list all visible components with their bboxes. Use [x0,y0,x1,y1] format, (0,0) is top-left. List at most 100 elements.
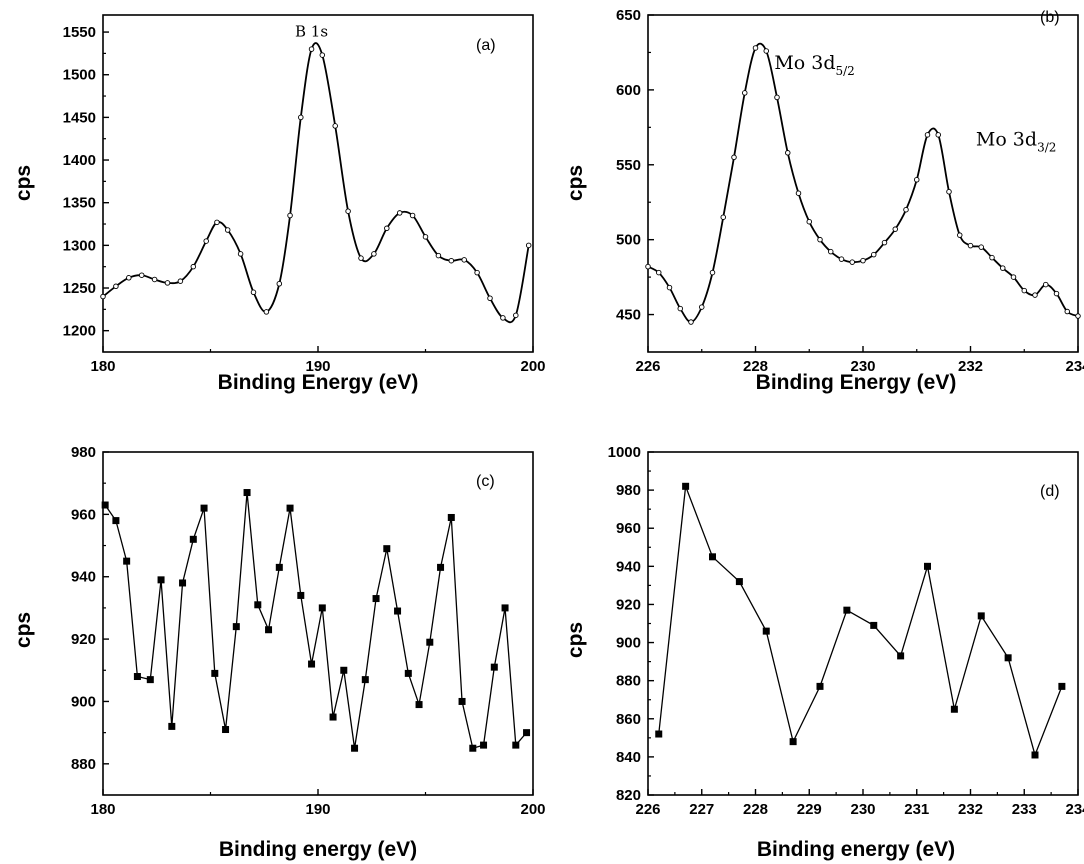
y-tick-label: 960 [71,506,96,523]
x-tick-label: 226 [635,801,660,818]
data-point [123,557,131,565]
plot-frame [102,451,534,796]
data-point [871,251,877,258]
data-point [222,726,230,734]
data-point [318,604,326,612]
data-point [977,612,985,620]
data-point [214,219,220,226]
y-tick-label: 650 [616,7,641,24]
x-axis-label: Binding energy (eV) [219,838,417,861]
data-point [655,730,663,738]
data-point [168,722,176,730]
data-point [1058,682,1066,690]
data-point [297,591,305,599]
data-point [458,697,466,705]
x-tick-label: 231 [904,801,929,818]
data-point [978,244,985,250]
data-point [409,212,416,219]
data-point [828,248,834,255]
data-point [189,535,197,543]
data-point [500,315,506,321]
x-tick-label: 230 [850,801,875,818]
data-point [415,701,423,709]
data-point [525,242,532,249]
y-axis-label: cps [564,622,587,658]
x-tick-label: 200 [520,801,545,818]
data-point [914,177,920,183]
data-point [892,226,899,232]
panel-d: (d) Binding energy (eV) cps 226 227 228 229… [564,444,1084,861]
data-point [816,682,824,690]
data-point [1075,313,1081,319]
y-tick-label: 450 [616,307,641,324]
data-point [286,504,294,512]
data-point [101,501,109,509]
x-tick-label: 228 [743,801,768,818]
y-tick-label: 880 [71,756,96,773]
data-point [989,254,995,261]
data-point [870,621,878,629]
y-tick-label: 920 [71,631,96,648]
x-tick-label: 228 [743,358,768,375]
data-point [512,741,520,749]
y-tick-label: 1000 [608,444,641,461]
data-point [232,623,240,631]
x-tick-label: 227 [689,801,714,818]
data-point [190,263,197,270]
data-point [372,595,380,603]
data-point [881,239,888,246]
data-point [1010,274,1017,280]
data-point [897,652,905,660]
data-point [950,705,958,713]
data-point [298,114,304,121]
panel-label: (d) [1040,483,1060,500]
data-point [422,234,429,240]
data-point [179,579,187,587]
y-axis-label: cps [564,165,587,201]
data-point [361,676,369,684]
data-point [437,563,445,571]
data-point [243,489,251,497]
data-point [426,638,434,646]
x-tick-label: 180 [90,801,115,818]
x-tick-label: 226 [635,358,660,375]
data-point [138,272,145,278]
data-point [224,227,231,233]
y-axis-label: cps [12,612,35,648]
data-point [682,482,690,490]
plot-frame [647,14,1079,353]
data-point [371,251,377,257]
series-line [648,42,1078,323]
data-point [843,606,851,614]
y-tick-label: 1450 [63,109,96,126]
y-tick-label: 550 [616,157,641,174]
data-point [157,576,165,584]
x-tick-label: 230 [850,358,875,375]
y-tick-label: 1250 [63,280,96,297]
y-tick-label: 900 [616,635,641,652]
data-point [731,154,737,161]
data-point [774,94,780,101]
x-axis-label: Binding Energy (eV) [218,371,419,394]
data-point [1000,265,1006,271]
data-point [720,214,727,220]
data-point [254,601,262,609]
data-point [817,236,823,243]
x-tick-label: 232 [958,801,983,818]
data-point [345,208,351,214]
data-point [112,517,120,525]
data-point [1064,308,1070,315]
data-point [164,280,171,286]
data-point [903,206,909,213]
data-point [1004,654,1012,662]
panel-label: (c) [476,473,495,490]
data-point [860,257,866,264]
plot-frame [647,451,1079,796]
data-point [275,563,283,571]
data-point [709,553,716,561]
y-tick-label: 960 [616,520,641,537]
data-point [924,132,931,138]
y-tick-label: 820 [616,787,641,804]
y-tick-label: 500 [616,232,641,249]
